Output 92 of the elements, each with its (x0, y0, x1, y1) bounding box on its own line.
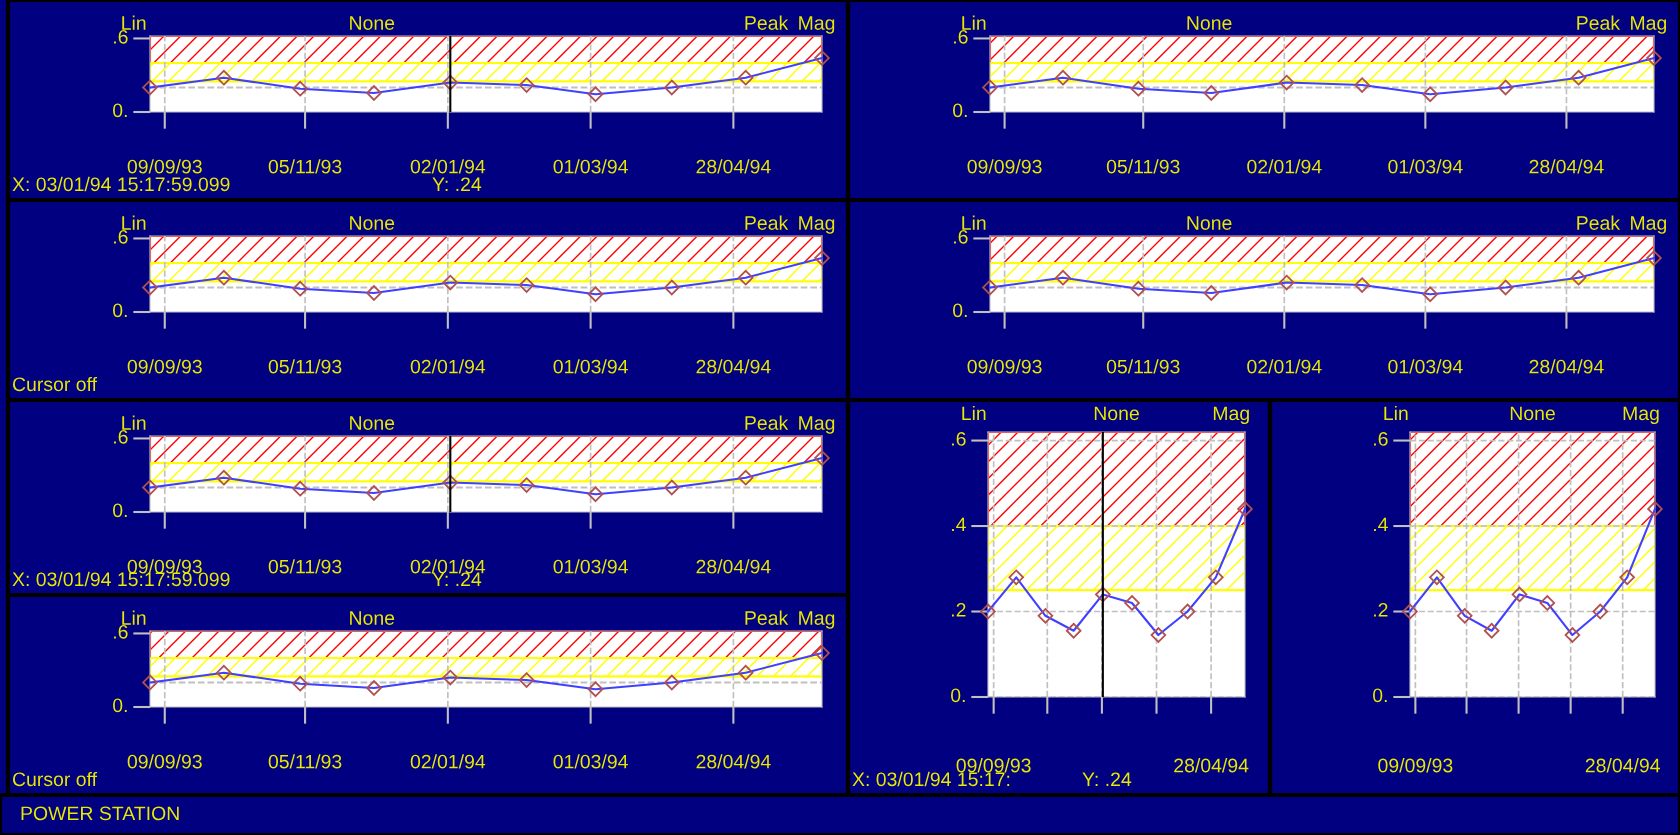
text: X: 03/01/94 15:17: (852, 771, 1010, 787)
y-tick-label: .6 (954, 29, 968, 44)
text: Cursor off (12, 376, 98, 392)
x-tick-label: 28/04/94 (1529, 159, 1604, 174)
x-tick-label: 05/11/93 (268, 754, 342, 769)
y-axis-title: Lin (1384, 405, 1408, 421)
y-tick-label: .6 (114, 429, 128, 444)
y-axis-title: Lin (122, 610, 146, 625)
y-tick-label: 0. (113, 303, 127, 318)
text: Y: .24 (1082, 772, 1132, 786)
y-tick-label: .4 (952, 517, 966, 532)
x-tick-label: 05/11/93 (1106, 359, 1180, 374)
x-tick-label: 01/03/94 (553, 754, 628, 769)
x-tick-label: 02/01/94 (410, 159, 486, 174)
y-tick-label: .2 (1374, 602, 1388, 617)
chart-title: None (1187, 16, 1232, 30)
y-tick-label: 0. (953, 303, 967, 318)
x-tick-label: 02/01/94 (410, 359, 486, 374)
y-tick-label: .4 (1374, 517, 1388, 532)
y-tick-label: .6 (114, 229, 128, 244)
text: Mag (799, 16, 835, 34)
y-tick-label: 0. (113, 698, 127, 713)
x-tick-label: 28/04/94 (1585, 758, 1660, 773)
x-tick-label: 05/11/93 (1106, 159, 1180, 174)
text: POWER STATION (21, 806, 179, 821)
y-tick-label: 0. (1373, 688, 1387, 703)
x-tick-label: 28/04/94 (1174, 758, 1249, 773)
x-tick-label: 05/11/93 (268, 559, 342, 574)
y-tick-label: .6 (1374, 432, 1388, 446)
x-tick-label: 28/04/94 (696, 559, 771, 574)
x-tick-label: 05/11/93 (268, 159, 342, 174)
y-axis-title: Lin (962, 405, 986, 421)
chart-subtitle: Peak (745, 610, 789, 625)
x-tick-label: 28/04/94 (696, 159, 771, 174)
x-tick-label: 05/11/93 (268, 359, 342, 374)
text: Mag (1631, 216, 1667, 234)
y-tick-label: 0. (113, 103, 127, 118)
x-tick-label: 09/09/93 (127, 359, 202, 374)
text: Mag (799, 416, 835, 434)
chart-title: None (350, 216, 395, 230)
x-tick-label: 09/09/93 (1378, 758, 1453, 773)
x-tick-label: 09/09/93 (127, 159, 202, 174)
x-tick-label: 09/09/93 (967, 359, 1042, 374)
text: X: 03/01/94 15:17:59.099 (12, 571, 230, 587)
y-tick-label: .6 (952, 432, 966, 446)
y-tick-label: .2 (952, 602, 966, 617)
y-axis-title: Lin (122, 215, 146, 230)
chart-title: None (1510, 406, 1555, 421)
x-tick-label: 28/04/94 (696, 359, 771, 374)
x-tick-label: 09/09/93 (127, 559, 202, 574)
y-axis-title: Lin (962, 215, 986, 230)
y-tick-label: 0. (113, 503, 127, 518)
chart-subtitle: Peak (1577, 215, 1621, 230)
y-tick-label: .6 (954, 229, 968, 244)
chart-title: None (350, 16, 395, 30)
chart-subtitle: Peak (1577, 15, 1621, 30)
x-tick-label: 02/01/94 (1247, 159, 1322, 174)
text: Y: .24 (432, 177, 482, 191)
x-tick-label: 02/01/94 (1247, 359, 1322, 374)
x-tick-label: 09/09/93 (967, 159, 1042, 174)
x-tick-label: 02/01/94 (410, 754, 486, 769)
x-tick-label: 01/03/94 (553, 559, 628, 574)
y-tick-label: 0. (951, 688, 965, 703)
x-tick-label: 01/03/94 (553, 359, 628, 374)
chart-subtitle: Peak (745, 215, 789, 230)
text: Mag (799, 611, 835, 629)
text: X: 03/01/94 15:17:59.099 (12, 176, 230, 192)
x-tick-label: 28/04/94 (696, 754, 771, 769)
x-tick-label: 28/04/94 (1529, 359, 1604, 374)
y-axis-title: Lin (122, 15, 146, 30)
chart-title: None (350, 416, 395, 430)
y-tick-label: .6 (114, 29, 128, 44)
chart-subtitle: Peak (745, 15, 789, 30)
text: Mag (1213, 406, 1249, 425)
text: Mag (799, 216, 835, 234)
y-axis-title: Lin (962, 15, 986, 30)
x-tick-label: 09/09/93 (956, 758, 1031, 773)
y-tick-label: 0. (953, 103, 967, 118)
chart-title: None (350, 611, 395, 625)
text: Cursor off (12, 771, 98, 787)
text: Mag (1623, 406, 1659, 425)
x-tick-label: 01/03/94 (1388, 359, 1463, 374)
text: Mag (1631, 16, 1667, 34)
y-axis-title: Lin (122, 415, 146, 430)
y-tick-label: .6 (114, 624, 128, 639)
x-tick-label: 01/03/94 (1388, 159, 1463, 174)
chart-title: None (1187, 216, 1232, 230)
x-tick-label: 02/01/94 (410, 559, 486, 574)
x-tick-label: 01/03/94 (553, 159, 628, 174)
x-tick-label: 09/09/93 (127, 754, 202, 769)
chart-title: None (1094, 406, 1139, 421)
chart-subtitle: Peak (745, 415, 789, 430)
